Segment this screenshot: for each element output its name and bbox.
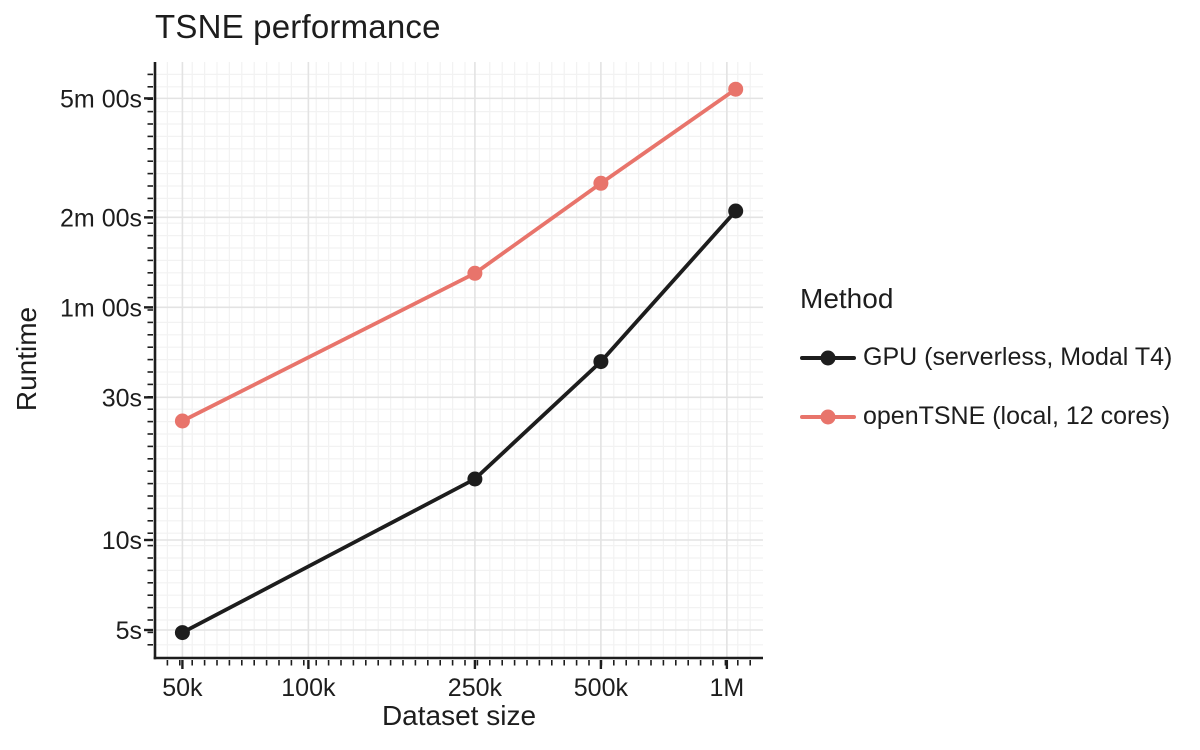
data-point: [728, 203, 744, 219]
data-points: [174, 81, 744, 641]
y-tick-label: 10s: [102, 527, 142, 555]
legend-items: GPU (serverless, Modal T4) openTSNE (loca…: [800, 343, 1190, 431]
x-tick-label: 50k: [162, 674, 203, 702]
y-tick-label: 1m 00s: [60, 294, 142, 322]
data-point: [593, 175, 609, 191]
data-point: [467, 471, 483, 487]
legend-item-label: openTSNE (local, 12 cores): [863, 402, 1171, 430]
data-point: [174, 625, 190, 641]
minor-gridlines: [155, 62, 763, 658]
data-point: [467, 265, 483, 281]
axis-ticks: [144, 73, 752, 669]
series-lines: [180, 87, 738, 635]
legend-item: GPU (serverless, Modal T4): [800, 343, 1190, 372]
x-tick-label: 250k: [448, 674, 503, 702]
data-point: [728, 81, 744, 97]
y-tick-label: 5s: [116, 617, 142, 645]
legend-marker-icon: [800, 409, 856, 424]
y-tick-label: 5m 00s: [60, 85, 142, 113]
tick-labels: 50k 100k 250k 500k 1M 5s 10s 30s 1m 00s 2m 00s 5m …: [60, 85, 744, 702]
x-tick-label: 100k: [281, 674, 336, 702]
legend-item-label: GPU (serverless, Modal T4): [863, 343, 1173, 371]
y-axis-label: Runtime: [11, 306, 42, 412]
x-tick-label: 1M: [709, 674, 744, 702]
series-line: [180, 87, 738, 423]
legend-dot: [820, 409, 836, 424]
y-tick-label: 30s: [102, 384, 142, 412]
data-point: [593, 354, 609, 370]
major-gridlines: [155, 62, 763, 658]
legend: Method GPU (serverless, Modal T4) openTSN…: [800, 283, 1190, 461]
legend-dot: [820, 350, 836, 365]
series-line: [180, 209, 738, 635]
x-tick-label: 500k: [574, 674, 629, 702]
legend-item: openTSNE (local, 12 cores): [800, 402, 1190, 431]
y-tick-label: 2m 00s: [60, 204, 142, 232]
x-axis-label: Dataset size: [381, 700, 537, 731]
legend-marker-icon: [800, 350, 856, 365]
data-point: [174, 413, 190, 429]
axis-spines: [153, 62, 763, 660]
legend-title: Method: [800, 283, 894, 314]
chart-title: TSNE performance: [155, 8, 441, 45]
